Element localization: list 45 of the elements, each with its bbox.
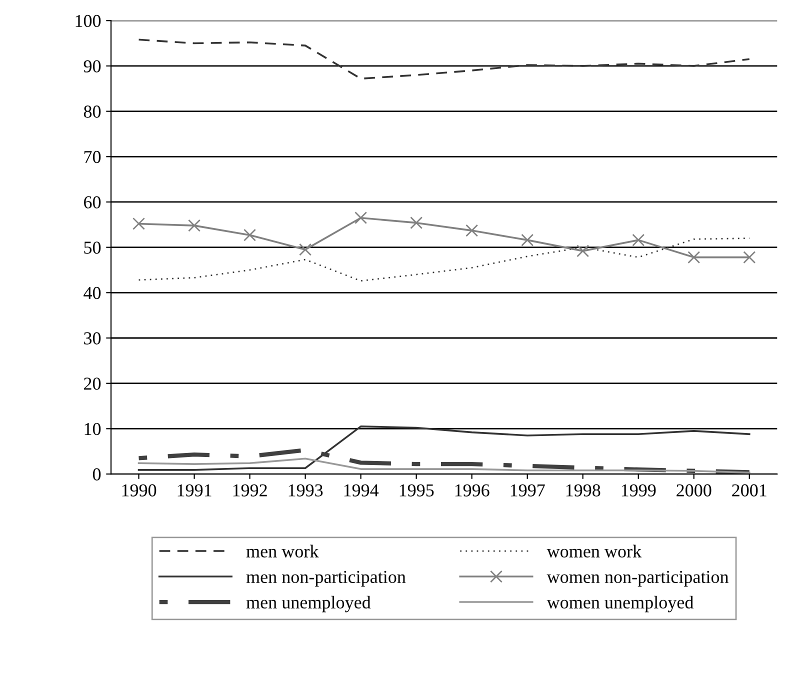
point (521, 234, 534, 246)
line-series (138, 238, 750, 282)
x-tick-label: 1997 (510, 484, 545, 496)
point (466, 224, 478, 237)
point (244, 228, 256, 242)
legend-label: women non-participation (546, 570, 729, 587)
legend-label: women unemployed (546, 596, 694, 612)
x-tick-label: 1992 (233, 484, 267, 496)
y-tick-label: 10 (84, 422, 101, 436)
legend-label: men work (246, 544, 319, 558)
legend-label: men non-participation (246, 570, 406, 587)
x-tick-label: 1995 (400, 484, 434, 496)
y-tick-label: 80 (84, 106, 101, 118)
point (132, 217, 146, 230)
x-tick-label: 1996 (455, 484, 490, 496)
x-tick-label: 1994 (344, 484, 379, 496)
x-tick-label: 1993 (288, 484, 323, 496)
point (299, 243, 312, 256)
point (410, 216, 423, 230)
legend-label: men unemployed (246, 596, 371, 612)
x-tick-label: 1999 (622, 484, 656, 496)
y-tick-label: 90 (84, 60, 101, 72)
x-tick-label: 1998 (566, 484, 600, 496)
point (632, 234, 645, 246)
y-tick-label: 20 (84, 378, 101, 390)
y-tick-label: 40 (84, 286, 101, 300)
point (743, 251, 756, 264)
y-tick-label: 50 (84, 242, 101, 254)
point (354, 212, 368, 224)
y-tick-label: 70 (84, 150, 101, 164)
y-tick-label: 100 (76, 14, 101, 28)
y-tick-label: 60 (84, 196, 101, 208)
line-series (138, 38, 750, 80)
y-tick-label: 30 (84, 332, 101, 344)
point (576, 244, 590, 258)
y-tick-label: 0 (92, 468, 101, 480)
x-tick-label: 2001 (732, 484, 766, 496)
x-tick-label: 1991 (178, 484, 212, 496)
point (188, 219, 201, 232)
x-tick-label: 1990 (122, 484, 156, 496)
line-series (138, 458, 750, 474)
x-tick-label: 2000 (676, 484, 712, 496)
line-series (138, 426, 750, 471)
point (688, 251, 700, 264)
legend-label: women work (546, 544, 642, 558)
